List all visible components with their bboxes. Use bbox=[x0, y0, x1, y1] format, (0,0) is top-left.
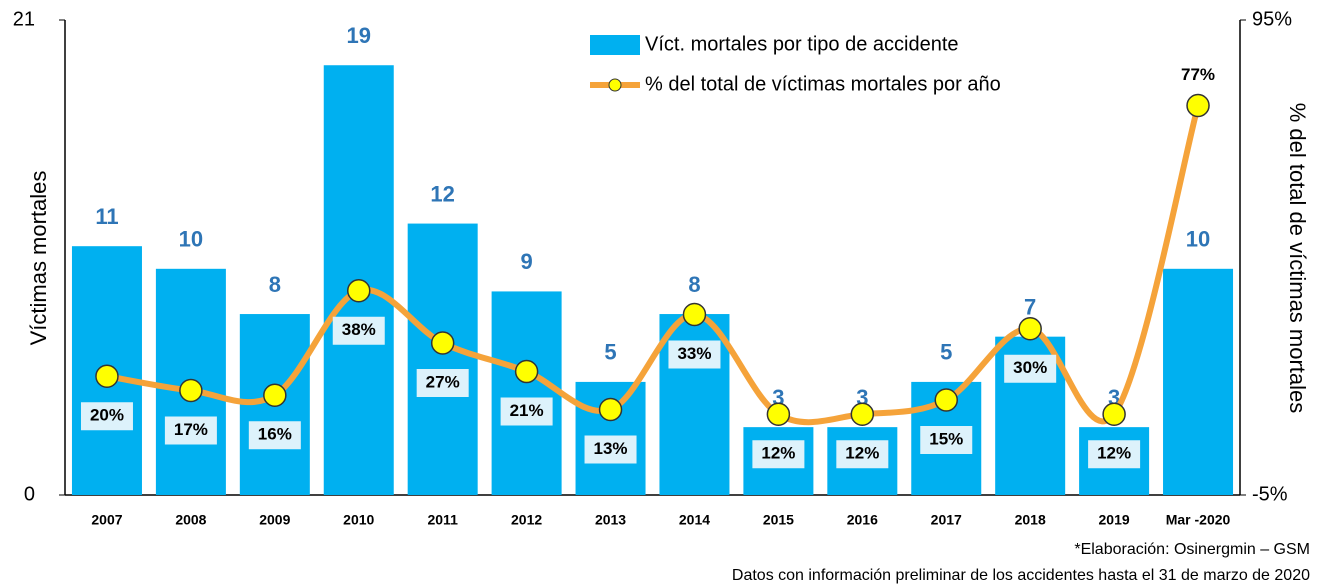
legend-label: Víct. mortales por tipo de accidente bbox=[645, 33, 959, 55]
x-tick-label: 2011 bbox=[427, 512, 458, 528]
y-tick-label: 21 bbox=[13, 8, 35, 30]
value-label-box bbox=[332, 316, 385, 345]
value-label-box bbox=[584, 435, 637, 464]
line-marker bbox=[1186, 93, 1210, 118]
y-axis-title: Víctimas mortales bbox=[26, 171, 51, 346]
bar-value-label: 7 bbox=[1024, 294, 1036, 319]
line-marker bbox=[598, 397, 623, 422]
bar-value-label: 5 bbox=[940, 340, 952, 365]
line-value-label: 12% bbox=[845, 444, 879, 463]
line-marker bbox=[1018, 317, 1042, 341]
value-label-box bbox=[836, 440, 889, 469]
bar-value-label: 8 bbox=[269, 272, 281, 297]
y2-tick-label: -5% bbox=[1252, 483, 1288, 505]
x-tick-label: 2008 bbox=[175, 512, 206, 528]
value-label-box bbox=[920, 426, 973, 454]
note: Datos con información preliminar de los … bbox=[732, 567, 1310, 584]
bar-value-label: 8 bbox=[688, 272, 700, 297]
line-value-label: 17% bbox=[174, 420, 208, 439]
bar-value-label: 10 bbox=[179, 227, 203, 252]
value-label-box bbox=[1004, 354, 1057, 383]
value-label-box bbox=[500, 397, 553, 426]
x-tick-label: 2010 bbox=[343, 512, 374, 528]
line-value-label: 12% bbox=[761, 444, 795, 463]
note: *Elaboración: Osinergmin – GSM bbox=[1074, 541, 1310, 558]
value-label-box bbox=[80, 402, 133, 431]
line-value-label: 13% bbox=[594, 439, 628, 458]
legend-swatch bbox=[608, 78, 622, 92]
x-tick-label: 2007 bbox=[91, 512, 122, 528]
line-value-label: 16% bbox=[258, 425, 292, 444]
bar-value-label: 10 bbox=[1186, 227, 1210, 252]
value-label-box bbox=[668, 340, 721, 369]
x-tick-label: 2019 bbox=[1099, 512, 1130, 528]
line-marker bbox=[682, 302, 707, 327]
x-tick-label: 2014 bbox=[679, 512, 710, 528]
line-value-label: 27% bbox=[426, 372, 460, 391]
x-tick-label: 2009 bbox=[259, 512, 290, 528]
bar bbox=[491, 291, 562, 495]
x-tick-label: 2012 bbox=[511, 512, 542, 528]
y2-tick-label: 95% bbox=[1252, 8, 1292, 30]
line-value-label: 30% bbox=[1013, 358, 1047, 377]
line-marker bbox=[179, 378, 203, 403]
value-label-box bbox=[1088, 440, 1141, 469]
x-tick-label: 2015 bbox=[763, 512, 794, 528]
bar-value-label: 19 bbox=[347, 23, 371, 48]
bar bbox=[407, 223, 478, 496]
bar bbox=[1163, 268, 1234, 495]
line-value-label: 15% bbox=[929, 429, 963, 448]
bar-value-label: 12 bbox=[430, 181, 454, 206]
line-value-label: 77% bbox=[1181, 65, 1215, 84]
line-marker bbox=[1102, 402, 1126, 426]
line-value-label: 33% bbox=[677, 344, 711, 363]
line-marker bbox=[347, 279, 371, 303]
line-marker bbox=[934, 388, 958, 412]
line-marker bbox=[430, 331, 455, 355]
y-tick-label: 0 bbox=[24, 483, 35, 505]
line-marker bbox=[766, 402, 791, 426]
line-marker bbox=[263, 383, 287, 407]
line-value-label: 12% bbox=[1097, 444, 1131, 463]
value-label-box bbox=[248, 421, 301, 450]
line-value-label: 38% bbox=[342, 320, 376, 339]
bar-value-label: 9 bbox=[520, 249, 532, 274]
line-marker bbox=[850, 402, 875, 426]
line-value-label: 20% bbox=[90, 406, 124, 425]
line-marker bbox=[514, 359, 539, 384]
y2-axis-title: % del total de víctimas mortales bbox=[1285, 103, 1310, 414]
value-label-box bbox=[164, 416, 217, 445]
bar-value-label: 11 bbox=[95, 204, 118, 229]
x-tick-label: 2013 bbox=[595, 512, 626, 528]
value-label-box bbox=[416, 369, 469, 397]
bar-value-label: 5 bbox=[604, 340, 616, 365]
x-tick-label: 2017 bbox=[931, 512, 962, 528]
value-label-box bbox=[752, 440, 805, 469]
x-tick-label: 2018 bbox=[1015, 512, 1046, 528]
x-tick-label: Mar -2020 bbox=[1166, 512, 1231, 528]
line-marker bbox=[95, 364, 119, 388]
line-value-label: 21% bbox=[510, 401, 544, 420]
legend-swatch bbox=[590, 35, 640, 55]
legend-label: % del total de víctimas mortales por año bbox=[645, 73, 1001, 95]
x-tick-label: 2016 bbox=[847, 512, 878, 528]
